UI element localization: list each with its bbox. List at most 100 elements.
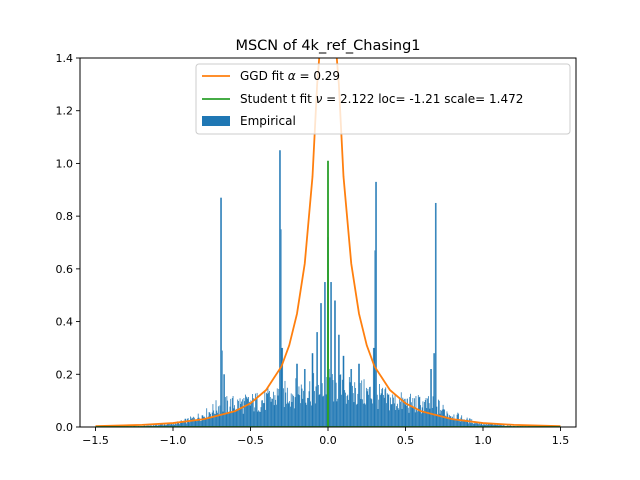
histogram-bar: [258, 410, 260, 427]
histogram-bar: [235, 410, 236, 427]
histogram-bar: [449, 416, 451, 427]
histogram-bar: [344, 390, 346, 427]
histogram-bar: [342, 355, 344, 427]
histogram-bar: [257, 411, 259, 427]
histogram-bar: [420, 405, 421, 427]
histogram-bar: [319, 394, 321, 427]
histogram-bar: [455, 420, 457, 427]
histogram-bar: [272, 398, 273, 427]
x-tick-label: 0.5: [397, 434, 415, 447]
histogram-bar: [384, 389, 386, 427]
histogram-bar: [352, 393, 354, 427]
histogram-bar: [447, 413, 449, 427]
histogram-bar: [386, 403, 387, 427]
histogram-bar: [434, 353, 435, 427]
histogram-bar: [341, 379, 343, 427]
histogram-bar: [409, 396, 411, 427]
histogram-bar: [282, 347, 284, 427]
histogram-bar: [403, 398, 405, 427]
histogram-bar: [396, 406, 397, 427]
histogram-bar: [235, 408, 237, 427]
histogram-bar: [284, 380, 286, 427]
histogram-bar: [198, 417, 200, 427]
histogram-bar: [237, 399, 239, 427]
histogram-bar: [440, 409, 442, 427]
histogram-bar: [360, 398, 362, 427]
histogram-bar: [395, 409, 397, 427]
histogram-bar: [432, 396, 434, 427]
histogram-bar: [188, 421, 190, 427]
histogram-bar: [233, 408, 235, 427]
histogram-bar: [470, 423, 472, 427]
histogram-bar: [245, 396, 247, 427]
histogram-bar: [262, 403, 264, 427]
histogram-bar: [390, 397, 391, 427]
histogram-bar: [500, 424, 501, 427]
histogram-bar: [168, 423, 170, 427]
histogram-bar: [276, 388, 278, 427]
histogram-bar: [472, 423, 474, 427]
histogram-bar: [221, 197, 222, 427]
histogram-bar: [204, 416, 205, 427]
histogram-bar: [331, 282, 332, 427]
histogram-bar: [169, 423, 170, 427]
histogram-bar: [179, 424, 180, 427]
histogram-bar: [372, 403, 373, 427]
histogram-bar: [278, 388, 280, 427]
histogram-bar: [402, 397, 404, 427]
y-tick-label: 0.6: [56, 263, 74, 276]
histogram-bar: [265, 409, 266, 427]
histogram-bar: [376, 181, 377, 427]
histogram-bar: [493, 424, 494, 427]
histogram-bar: [421, 407, 423, 427]
histogram-bar: [399, 398, 401, 427]
histogram-bar: [495, 424, 497, 427]
histogram-bar: [175, 421, 177, 427]
histogram-bar: [441, 410, 442, 427]
histogram-bar: [313, 373, 315, 427]
histogram-bar: [412, 398, 414, 427]
histogram-bar: [500, 425, 502, 427]
histogram-bar: [231, 412, 232, 427]
histogram-bar: [236, 409, 238, 427]
histogram-bar: [324, 282, 325, 427]
histogram-bar: [474, 421, 476, 427]
histogram-bar: [407, 407, 409, 427]
student-t-fit-line: [95, 160, 561, 427]
histogram-bar: [228, 412, 229, 427]
histogram-bar: [290, 393, 292, 427]
histogram-bar: [326, 377, 328, 427]
histogram-bar: [309, 381, 311, 427]
histogram-bar: [293, 408, 295, 427]
x-tick-label: −1.5: [82, 434, 109, 447]
histogram-bar: [325, 394, 327, 427]
y-tick-label: 1.4: [56, 52, 74, 65]
histogram-bar: [252, 398, 254, 427]
histogram-bar: [414, 412, 416, 427]
histogram-bar: [337, 398, 339, 427]
histogram-bar: [361, 380, 363, 427]
histogram-bar: [259, 411, 260, 427]
histogram-bar: [379, 395, 381, 427]
histogram-bar: [187, 418, 189, 427]
histogram-bar: [210, 417, 212, 427]
histogram-bar: [445, 416, 447, 427]
histogram-bar: [496, 424, 498, 427]
histogram-bar: [273, 405, 275, 427]
histogram-bar: [482, 424, 483, 427]
histogram-bar: [468, 423, 470, 427]
histogram-bar: [350, 369, 352, 427]
histogram-bar: [177, 422, 179, 427]
histogram-bar: [255, 393, 256, 427]
legend-label-empirical: Empirical: [240, 114, 296, 128]
histogram-bar: [186, 418, 188, 427]
histogram-bar: [460, 417, 462, 427]
histogram-bar: [376, 394, 378, 427]
histogram-bar: [464, 421, 466, 427]
histogram-bar: [166, 424, 167, 427]
histogram-bar: [286, 387, 288, 427]
histogram-bar: [435, 202, 437, 427]
histogram-bar: [169, 424, 171, 427]
histogram-bar: [368, 394, 370, 427]
histogram-bar: [245, 394, 246, 427]
